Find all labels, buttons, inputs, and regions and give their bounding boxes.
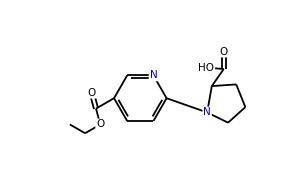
Text: O: O bbox=[220, 47, 228, 57]
Text: HO: HO bbox=[198, 62, 214, 73]
Text: N: N bbox=[203, 107, 211, 117]
Text: O: O bbox=[88, 88, 96, 98]
Text: O: O bbox=[96, 120, 104, 129]
Text: N: N bbox=[150, 70, 157, 80]
